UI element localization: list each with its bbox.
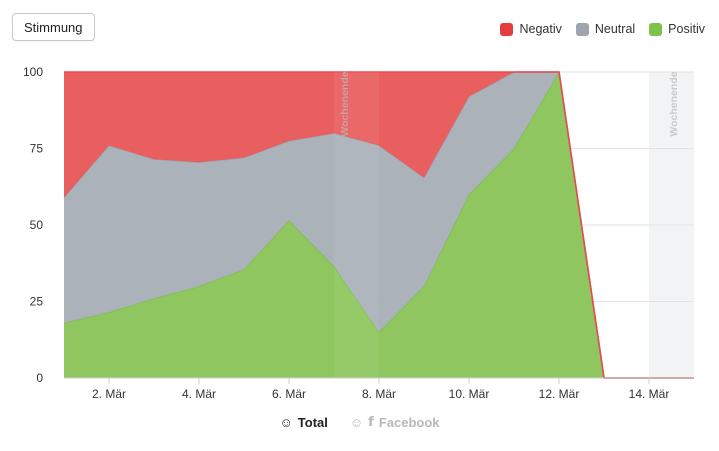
- line-negativ: [64, 71, 694, 379]
- weekend-band-overlay: [649, 72, 694, 378]
- smiley-icon: ☺: [349, 415, 364, 430]
- area-positiv: [64, 72, 694, 378]
- x-tick-label: 2. Mär: [92, 387, 126, 401]
- weekend-label: Wochenende: [668, 71, 680, 136]
- y-tick-label: 50: [30, 218, 44, 232]
- legend-item-positiv[interactable]: Positiv: [649, 22, 705, 36]
- y-tick-label: 0: [36, 371, 43, 385]
- x-tick-label: 4. Mär: [182, 387, 216, 401]
- y-tick-label: 100: [23, 65, 43, 79]
- legend-swatch-neutral: [575, 22, 589, 36]
- legend-item-negativ[interactable]: Negativ: [500, 22, 562, 36]
- chart-legend: Negativ Neutral Positiv: [500, 22, 705, 36]
- area-negativ: [64, 72, 694, 378]
- y-tick-label: 25: [30, 295, 44, 309]
- weekend-band-overlay: [334, 72, 379, 378]
- tab-total-label: Total: [297, 415, 328, 430]
- tab-total[interactable]: ☺ Total: [280, 415, 328, 430]
- legend-swatch-negativ: [500, 22, 514, 36]
- stimmung-button[interactable]: Stimmung: [12, 13, 95, 41]
- x-tick-label: 14. Mär: [629, 387, 670, 401]
- legend-swatch-positiv: [649, 22, 663, 36]
- y-tick-label: 75: [30, 142, 44, 156]
- tab-facebook-label: Facebook: [378, 415, 440, 430]
- legend-label-negativ: Negativ: [519, 22, 562, 36]
- smiley-icon: ☺: [279, 415, 293, 430]
- legend-label-neutral: Neutral: [594, 22, 636, 36]
- legend-item-neutral[interactable]: Neutral: [575, 22, 636, 36]
- x-tick-label: 12. Mär: [539, 387, 580, 401]
- tab-facebook[interactable]: ☺ f Facebook: [350, 415, 440, 430]
- facebook-icon: f: [368, 415, 374, 430]
- area-neutral: [64, 72, 694, 378]
- bottom-tabs: ☺ Total ☺ f Facebook: [0, 415, 719, 430]
- x-tick-label: 10. Mär: [449, 387, 490, 401]
- weekend-label: Wochenende: [339, 71, 351, 136]
- x-tick-label: 8. Mär: [362, 387, 396, 401]
- legend-label-positiv: Positiv: [668, 22, 705, 36]
- x-tick-label: 6. Mär: [272, 387, 306, 401]
